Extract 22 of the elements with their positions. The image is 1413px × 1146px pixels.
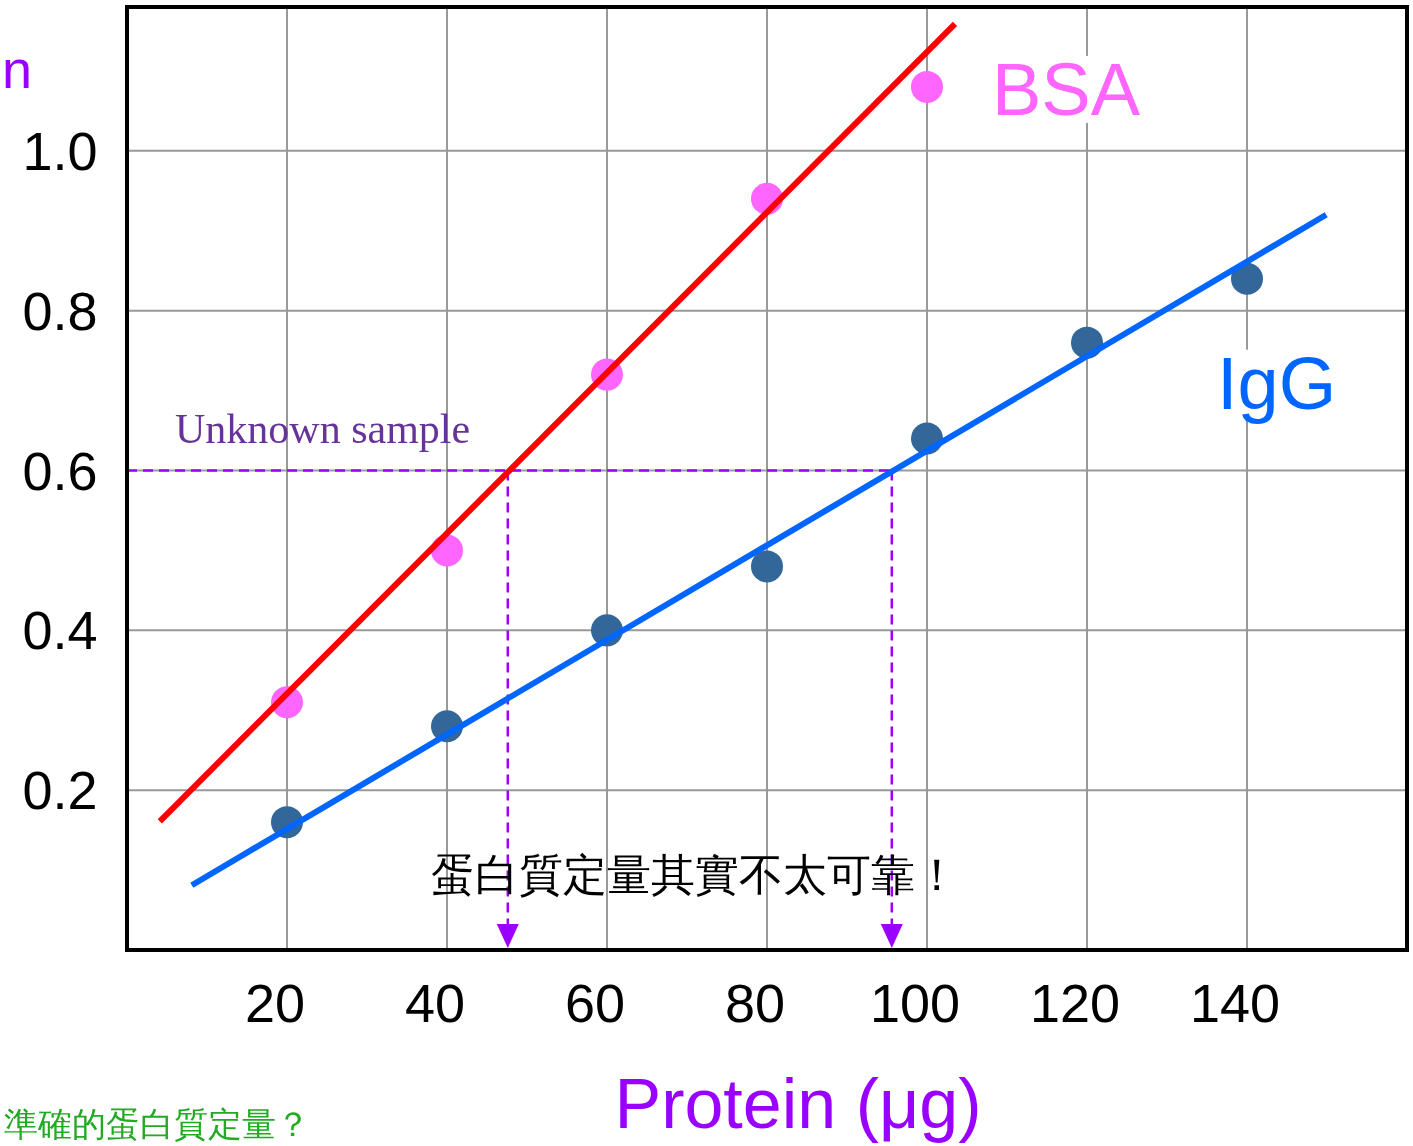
x-tick-label: 100 xyxy=(869,973,961,1033)
x-tick-label: 80 xyxy=(724,973,786,1033)
x-axis-title: Protein (μg) xyxy=(614,1065,982,1143)
x-tick-label: 60 xyxy=(564,973,626,1033)
y-tick-label: 1.0 xyxy=(22,120,98,181)
x-tick-label: 40 xyxy=(404,973,466,1033)
y-tick-label: 0.6 xyxy=(22,440,98,501)
ref-line-label: Unknown sample xyxy=(175,405,471,452)
y-tick-label: 0.4 xyxy=(22,600,98,661)
x-tick-label: 120 xyxy=(1029,973,1121,1033)
y-tick-label: 0.2 xyxy=(22,760,98,821)
y-axis-title: n xyxy=(2,39,33,99)
series-label: IgG xyxy=(1217,341,1337,425)
x-tick-label: 20 xyxy=(244,973,306,1033)
x-tick-label: 140 xyxy=(1189,973,1281,1033)
y-tick-label: 0.8 xyxy=(22,280,98,341)
series-label: BSA xyxy=(992,47,1141,131)
point xyxy=(911,70,943,103)
text: 準確的蛋白質定量？ xyxy=(4,1104,310,1144)
point xyxy=(1231,262,1263,295)
point xyxy=(751,550,783,583)
annotation: 蛋白質定量其實不太可靠！ xyxy=(431,849,959,900)
